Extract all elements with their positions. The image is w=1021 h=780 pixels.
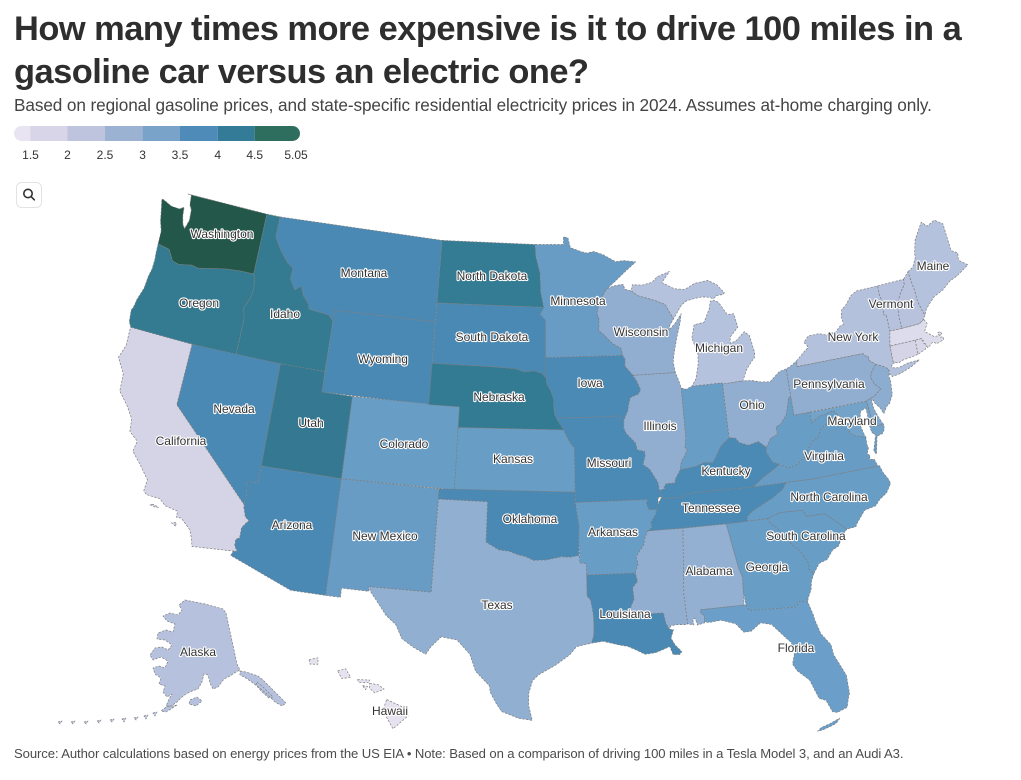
svg-text:Illinois: Illinois [643,419,676,433]
svg-text:1.5: 1.5 [22,148,39,162]
svg-text:Maryland: Maryland [827,414,876,428]
svg-text:Kansas: Kansas [493,452,533,466]
svg-text:Iowa: Iowa [577,376,603,390]
svg-text:Oregon: Oregon [179,296,219,310]
svg-text:Hawaii: Hawaii [372,704,408,718]
svg-text:Arizona: Arizona [272,518,313,532]
svg-text:Pennsylvania: Pennsylvania [793,377,865,391]
svg-text:Maine: Maine [917,259,950,273]
svg-text:3: 3 [139,148,146,162]
svg-text:Louisiana: Louisiana [599,607,651,621]
svg-text:Kentucky: Kentucky [701,464,750,478]
svg-text:Alabama: Alabama [685,564,733,578]
svg-text:5.05: 5.05 [284,148,308,162]
svg-text:Texas: Texas [481,598,512,612]
svg-text:Montana: Montana [341,266,388,280]
svg-text:Nevada: Nevada [213,402,255,416]
svg-text:Michigan: Michigan [695,341,743,355]
svg-text:California: California [156,434,207,448]
svg-text:4.5: 4.5 [246,148,263,162]
svg-text:2: 2 [64,148,71,162]
svg-text:Vermont: Vermont [869,297,914,311]
svg-text:New Mexico: New Mexico [352,529,418,543]
svg-text:Alaska: Alaska [180,645,216,659]
svg-text:Tennessee: Tennessee [682,501,740,515]
svg-text:Nebraska: Nebraska [473,390,525,404]
svg-text:Virginia: Virginia [804,449,844,463]
svg-text:3.5: 3.5 [172,148,189,162]
svg-text:Wisconsin: Wisconsin [614,325,669,339]
svg-text:Florida: Florida [778,641,815,655]
svg-text:Washington: Washington [191,227,254,241]
svg-text:Colorado: Colorado [380,437,429,451]
svg-text:Minnesota: Minnesota [550,294,606,308]
svg-text:New York: New York [828,330,880,344]
svg-text:Idaho: Idaho [270,307,300,321]
svg-text:Wyoming: Wyoming [358,352,408,366]
svg-text:2.5: 2.5 [97,148,114,162]
svg-text:Missouri: Missouri [587,456,632,470]
svg-text:Utah: Utah [298,416,323,430]
svg-text:Georgia: Georgia [746,560,789,574]
svg-text:South Dakota: South Dakota [456,330,529,344]
svg-text:South Carolina: South Carolina [766,529,846,543]
svg-text:North Carolina: North Carolina [790,490,868,504]
svg-text:Oklahoma: Oklahoma [503,512,558,526]
svg-text:Arkansas: Arkansas [588,525,638,539]
svg-text:North Dakota: North Dakota [457,269,528,283]
svg-text:Ohio: Ohio [739,398,765,412]
svg-text:4: 4 [214,148,221,162]
